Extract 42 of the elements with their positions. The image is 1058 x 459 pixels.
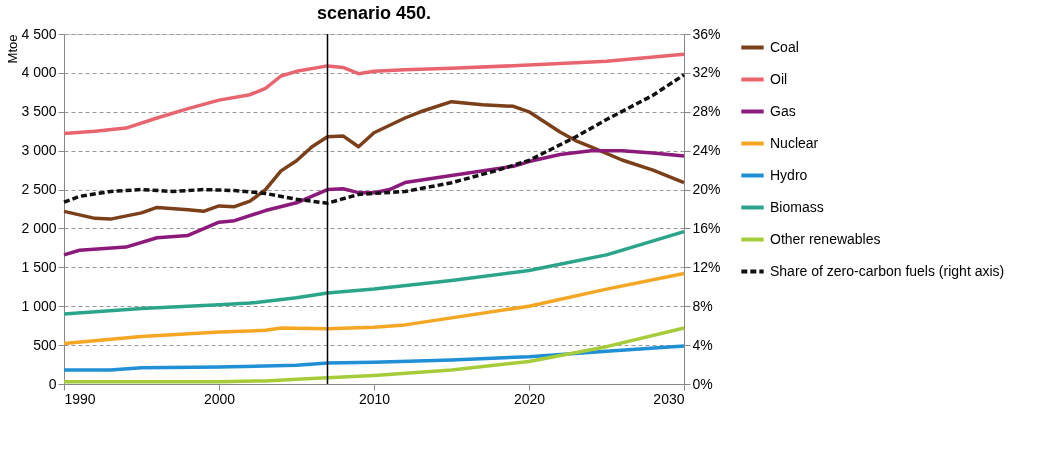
y-tick-label: 2 000 (21, 219, 57, 236)
legend-label: Biomass (770, 198, 824, 215)
y2-tick-label: 36% (692, 25, 721, 42)
y-tick-label: 500 (33, 336, 57, 353)
y2-tick-label: 24% (692, 142, 721, 159)
y2-tick-label: 28% (692, 103, 721, 120)
x-tick-label: 2000 (203, 390, 236, 407)
legend-label: Hydro (770, 166, 808, 183)
x-tick-label: 2020 (513, 390, 546, 407)
line-series (62, 229, 686, 316)
y2-tick-label: 12% (692, 258, 721, 275)
line-series (62, 73, 686, 205)
line-series (62, 271, 686, 346)
y-tick-label: 3 500 (21, 103, 57, 120)
y2-tick-label: 20% (692, 181, 721, 198)
line-series (62, 344, 686, 372)
y-tick-label: 4 500 (21, 25, 57, 42)
legend-label: Gas (770, 102, 796, 119)
chart-title: scenario 450. (316, 3, 432, 23)
y2-tick-label: 8% (692, 297, 713, 314)
y-tick-label: 0 (48, 375, 57, 392)
legend-label: Oil (770, 70, 788, 87)
legend-label: Other renewables (770, 230, 881, 247)
x-tick-label: 2030 (653, 390, 685, 407)
y-tick-label: 4 000 (21, 64, 57, 81)
y2-tick-label: 4% (692, 336, 713, 353)
x-tick-label: 1990 (64, 390, 96, 407)
line-series (62, 148, 686, 257)
legend-label: Share of zero-carbon fuels (right axis) (770, 262, 1005, 279)
y-tick-label: 2 500 (21, 181, 57, 198)
y-tick-label: 1 000 (21, 297, 57, 314)
y-tick-label: 3 000 (21, 142, 57, 159)
x-tick-label: 2010 (358, 390, 391, 407)
y2-tick-label: 16% (692, 219, 721, 236)
legend-label: Nuclear (770, 134, 819, 151)
legend-label: Coal (770, 38, 799, 55)
y-tick-label: 1 500 (21, 258, 57, 275)
y2-tick-label: 32% (692, 64, 721, 81)
line-series (62, 52, 686, 136)
line-series (62, 99, 686, 221)
y2-tick-label: 0% (692, 375, 713, 392)
y-axis-title: Mtoe (4, 34, 20, 64)
